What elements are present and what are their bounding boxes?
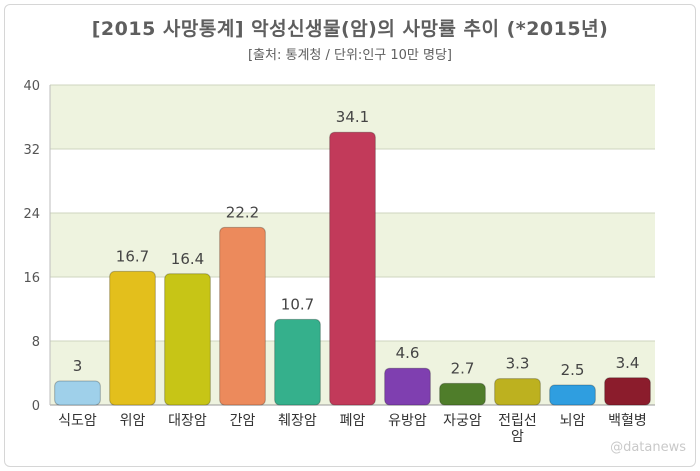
data-label: 10.7	[281, 295, 314, 313]
data-label: 2.5	[561, 361, 585, 379]
x-tick-label: 유방암	[388, 413, 427, 429]
x-tick-label: 위암	[120, 413, 146, 429]
bar-shine	[110, 272, 155, 404]
bar-shine	[550, 386, 595, 404]
data-label: 3.4	[616, 354, 640, 372]
x-tick-label: 식도암	[58, 413, 97, 429]
watermark-text: @datanews	[610, 440, 686, 455]
bar-shine	[55, 382, 100, 404]
y-tick-label: 16	[23, 271, 40, 286]
y-tick-label: 32	[23, 143, 40, 158]
x-tick-label: 암	[511, 429, 524, 445]
bar-shine	[385, 369, 430, 404]
x-tick-label: 자궁암	[443, 413, 482, 429]
y-tick-label: 40	[23, 79, 40, 94]
bar-shine	[605, 378, 650, 404]
bar-shine	[165, 274, 210, 404]
bar-shine	[330, 133, 375, 404]
bar-shine	[275, 320, 320, 404]
data-label: 34.1	[336, 108, 369, 126]
data-label: 2.7	[451, 359, 475, 377]
data-label: 3.3	[506, 355, 530, 373]
x-tick-label: 전립선	[498, 413, 537, 429]
x-tick-label: 폐암	[340, 413, 366, 429]
data-label: 16.4	[171, 250, 204, 268]
bar-shine	[440, 384, 485, 404]
y-tick-label: 24	[23, 207, 40, 222]
data-label: 4.6	[396, 344, 420, 362]
x-tick-label: 대장암	[168, 413, 207, 429]
y-tick-label: 8	[32, 335, 40, 350]
bar-shine	[220, 228, 265, 404]
chart-title: [2015 사망통계] 악성신생물(암)의 사망률 추이 (*2015년)	[91, 18, 609, 40]
x-tick-label: 백혈병	[608, 413, 647, 429]
y-tick-label: 0	[32, 399, 40, 414]
x-tick-label: 췌장암	[278, 413, 317, 429]
bar-shine	[495, 379, 540, 404]
x-tick-label: 간암	[230, 413, 256, 429]
chart-subtitle: [출처: 통계청 / 단위:인구 10만 명당]	[247, 48, 452, 63]
x-tick-label: 뇌암	[560, 413, 586, 429]
data-label: 22.2	[226, 203, 259, 221]
data-label: 16.7	[116, 247, 149, 265]
data-label: 3	[73, 357, 83, 375]
